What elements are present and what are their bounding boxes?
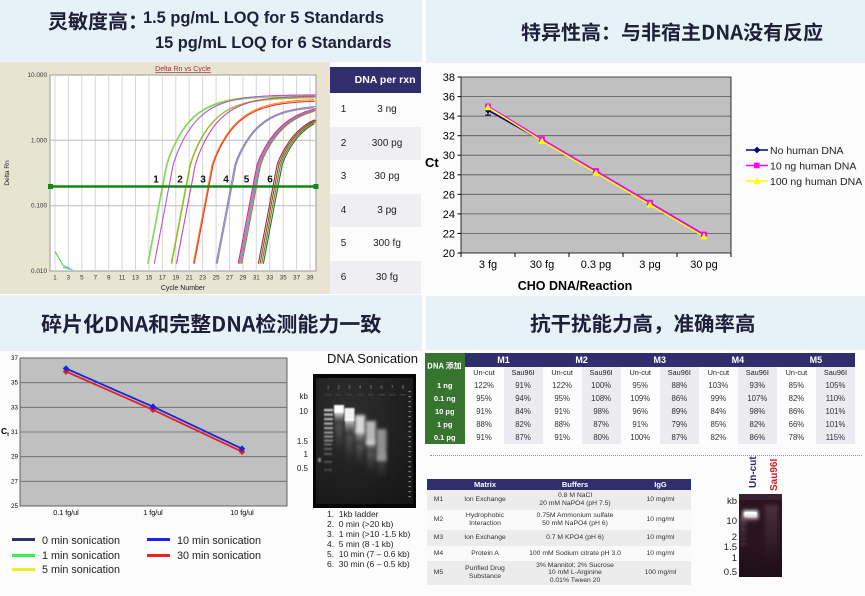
svg-text:27: 27 [226,275,233,282]
svg-text:CHO DNA/Reaction: CHO DNA/Reaction [518,279,633,293]
svg-text:1: 1 [153,175,159,186]
svg-text:11: 11 [119,275,126,282]
svg-text:38: 38 [443,72,455,84]
svg-text:3 pg: 3 pg [639,259,660,271]
svg-text:37: 37 [293,275,300,282]
svg-text:39: 39 [307,275,314,282]
svg-text:Delta Rn: Delta Rn [4,160,11,186]
svg-text:3: 3 [348,385,351,390]
svg-text:0.5: 0.5 [297,464,309,473]
svg-text:7: 7 [391,385,394,390]
svg-text:10 ng human DNA: 10 ng human DNA [770,161,856,173]
svg-text:34: 34 [443,111,455,123]
svg-text:1 fg/ul: 1 fg/ul [143,508,163,517]
svg-text:29: 29 [239,275,246,282]
svg-text:35: 35 [11,380,19,387]
svg-text:17: 17 [159,275,166,282]
svg-text:10.000: 10.000 [27,72,47,79]
svg-text:3 fg: 3 fg [479,259,497,271]
svg-text:24: 24 [443,209,455,221]
svg-text:5: 5 [370,385,373,390]
svg-text:27: 27 [11,478,19,485]
svg-text:8: 8 [402,385,405,390]
svg-text:30 fg: 30 fg [530,259,554,271]
svg-text:31: 31 [253,275,260,282]
svg-text:Delta Rn vs Cycle: Delta Rn vs Cycle [155,66,211,73]
svg-text:0.100: 0.100 [31,203,47,210]
svg-text:4: 4 [223,175,229,186]
svg-text:25: 25 [213,275,220,282]
svg-text:Ct: Ct [1,426,9,438]
svg-text:10 fg/ul: 10 fg/ul [230,508,254,517]
svg-text:15: 15 [145,275,152,282]
svg-text:1: 1 [53,275,57,282]
svg-text:36: 36 [443,92,455,104]
svg-text:1.000: 1.000 [31,137,47,144]
svg-text:Cycle Number: Cycle Number [161,285,206,292]
svg-text:4: 4 [359,385,362,390]
svg-text:kb: kb [300,392,309,401]
svg-text:3: 3 [200,175,206,186]
svg-text:25: 25 [11,503,19,510]
svg-text:0.1 fg/ul: 0.1 fg/ul [53,508,79,517]
svg-text:22: 22 [443,228,455,240]
svg-text:31: 31 [11,429,19,436]
svg-text:29: 29 [11,454,19,461]
svg-text:2: 2 [338,385,341,390]
svg-text:5: 5 [80,275,84,282]
svg-text:6: 6 [380,385,383,390]
svg-text:23: 23 [199,275,206,282]
svg-text:33: 33 [266,275,273,282]
svg-text:100 ng human DNA: 100 ng human DNA [770,176,862,188]
svg-text:33: 33 [11,404,19,411]
svg-text:37: 37 [11,355,19,362]
svg-text:20: 20 [443,248,455,260]
svg-text:28: 28 [443,170,455,182]
svg-text:1.5: 1.5 [297,437,309,446]
svg-text:19: 19 [172,275,179,282]
svg-text:5: 5 [244,175,250,186]
svg-text:1: 1 [327,385,330,390]
svg-text:3: 3 [67,275,71,282]
svg-text:7: 7 [94,275,98,282]
svg-text:0.3 pg: 0.3 pg [581,259,612,271]
svg-text:35: 35 [280,275,287,282]
svg-text:10: 10 [299,407,308,416]
svg-text:No human DNA: No human DNA [770,145,844,157]
svg-text:9: 9 [107,275,111,282]
svg-text:13: 13 [132,275,139,282]
svg-text:32: 32 [443,131,455,143]
svg-text:6: 6 [267,175,273,186]
svg-text:1: 1 [304,450,309,459]
svg-text:2: 2 [177,175,183,186]
svg-text:30 pg: 30 pg [690,259,718,271]
svg-text:30: 30 [443,150,455,162]
svg-text:0.010: 0.010 [31,268,47,275]
svg-text:21: 21 [186,275,193,282]
svg-text:26: 26 [443,189,455,201]
